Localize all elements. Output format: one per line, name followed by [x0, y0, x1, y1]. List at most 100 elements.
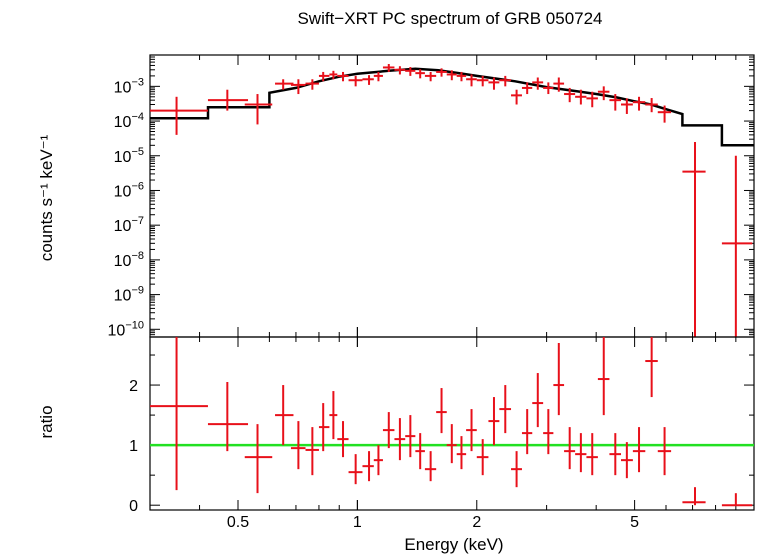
data-point [290, 421, 306, 470]
data-point [488, 397, 500, 446]
data-point [564, 87, 576, 103]
data-point [244, 94, 273, 125]
spectrum-y-axis-label: counts s⁻¹ keV⁻¹ [37, 134, 56, 261]
data-point [337, 421, 349, 458]
data-point [620, 442, 633, 479]
data-point [290, 79, 306, 95]
data-point [362, 75, 374, 85]
data-point [575, 89, 587, 105]
x-tick-label: 2 [472, 514, 481, 531]
data-point [721, 493, 753, 507]
data-point [318, 403, 330, 452]
data-point [553, 77, 565, 92]
data-point [436, 68, 447, 77]
y-tick-label: 10−10 [108, 319, 144, 339]
y-tick-label: 1 [129, 438, 138, 455]
data-point [415, 433, 425, 470]
y-tick-label: 10−4 [114, 111, 144, 131]
data-point [394, 66, 406, 75]
y-tick-label: 10−9 [114, 285, 144, 305]
spectrum-frame [149, 54, 755, 338]
y-tick-label: 10−8 [114, 250, 144, 270]
data-point [207, 382, 249, 452]
data-point [682, 487, 706, 506]
y-tick-label: 10−3 [114, 76, 144, 96]
data-point [207, 89, 249, 111]
data-point [382, 412, 395, 449]
data-point [511, 89, 522, 105]
y-tick-label: 0 [129, 498, 138, 515]
data-point [645, 98, 658, 113]
data-point [244, 424, 273, 494]
x-tick-label: 5 [630, 514, 639, 531]
data-point [597, 86, 610, 101]
data-point [382, 64, 395, 72]
data-point [609, 433, 621, 476]
y-tick-label: 10−7 [114, 215, 144, 235]
data-point [373, 445, 383, 476]
data-point [424, 71, 437, 82]
data-point [521, 82, 533, 95]
spectrum-panel: 10−3 10−4 10−5 10−6 10−7 10−8 10−9 10−10 [108, 54, 755, 339]
data-point [329, 70, 338, 80]
data-point [721, 155, 753, 337]
data-point [488, 77, 500, 90]
data-point [564, 427, 576, 470]
data-point [575, 433, 587, 473]
data-point [305, 427, 319, 476]
data-point [305, 79, 319, 90]
data-point [586, 91, 598, 108]
data-point [456, 71, 467, 82]
x-tick-label: 0.5 [227, 514, 249, 531]
data-point [553, 343, 565, 416]
data-point [436, 388, 447, 434]
data-point [521, 409, 533, 455]
ratio-frame [149, 336, 755, 511]
data-point [476, 75, 489, 87]
y-tick-label: 2 [129, 378, 138, 395]
data-point [466, 74, 477, 87]
ratio-y-axis-label: ratio [37, 405, 56, 438]
data-point [466, 409, 477, 452]
data-point [657, 427, 672, 476]
data-point [318, 71, 330, 82]
data-point [424, 451, 437, 482]
data-point [532, 77, 544, 90]
data-point [597, 337, 610, 416]
x-tick-label: 1 [353, 514, 362, 531]
data-point [645, 337, 658, 398]
data-point [446, 70, 457, 81]
model-curve [150, 67, 754, 147]
data-point [620, 98, 633, 114]
data-point [632, 96, 646, 111]
data-point [543, 82, 554, 95]
data-point [348, 75, 363, 87]
data-point [499, 75, 512, 87]
data-point [657, 105, 672, 123]
data-point [632, 427, 646, 473]
ratio-panel: 0 1 2 [129, 336, 755, 515]
data-point [446, 424, 457, 464]
data-point [456, 436, 467, 470]
data-point [405, 67, 416, 76]
data-point [586, 433, 598, 476]
data-point [415, 69, 425, 79]
data-point [329, 391, 338, 440]
data-point [532, 373, 544, 428]
x-tick-labels: 0.5 1 2 5 [227, 514, 639, 531]
data-point [150, 96, 208, 135]
data-point [337, 71, 349, 82]
data-point [682, 141, 706, 337]
data-point [476, 439, 489, 476]
y-tick-label: 10−5 [114, 146, 144, 166]
data-point [362, 451, 374, 482]
data-point [373, 71, 383, 82]
data-point [405, 415, 416, 458]
data-point [511, 451, 522, 488]
data-point [394, 418, 406, 461]
data-point [275, 385, 294, 446]
y-tick-label: 10−6 [114, 180, 144, 200]
data-point [348, 454, 363, 485]
